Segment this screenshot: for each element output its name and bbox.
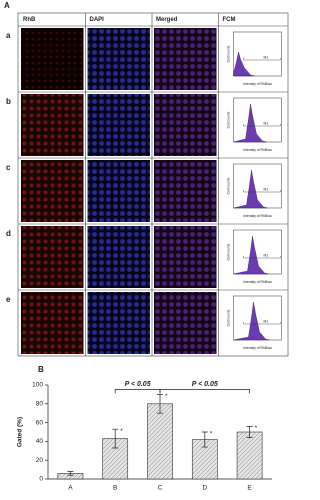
histogram <box>233 169 268 209</box>
gate-line <box>243 256 281 259</box>
y-tick-label: 40 <box>36 438 44 445</box>
micrograph <box>21 94 84 156</box>
x-tick-label: B <box>113 485 117 492</box>
row-label: a <box>6 31 11 40</box>
asterisk: * <box>210 431 213 438</box>
fcm-x-label: Intensity of RhB/au <box>243 148 272 152</box>
gate-line <box>243 322 281 325</box>
y-tick-label: 0 <box>39 476 43 483</box>
micrograph <box>21 292 84 354</box>
x-tick-label: C <box>158 485 163 492</box>
error-bar <box>246 426 253 438</box>
gate-label: M1 <box>264 187 269 191</box>
histogram <box>233 235 269 275</box>
gate-label: M1 <box>264 319 269 323</box>
error-bar <box>67 471 74 476</box>
micrograph <box>154 28 217 90</box>
fcm-y-label: Cell counts <box>226 45 230 62</box>
significance-bracket <box>114 389 161 394</box>
figure: A RhB DAPI Merged FCM a M1 Intensity of RhB/au… <box>4 1 289 492</box>
micrograph <box>21 226 84 288</box>
fcm-y-label: Cell counts <box>226 309 230 326</box>
gate-line <box>243 58 281 61</box>
histogram <box>233 301 270 341</box>
fcm-y-label: Cell counts <box>226 243 230 260</box>
micrograph <box>21 160 84 222</box>
y-tick-label: 100 <box>32 382 43 389</box>
y-tick-label: 80 <box>36 401 44 408</box>
row-label: b <box>6 97 11 106</box>
fcm-y-label: Cell counts <box>226 111 230 128</box>
micrograph <box>87 28 150 90</box>
gate-line <box>243 190 281 193</box>
gate-label: M1 <box>264 253 269 257</box>
micrograph <box>154 226 217 288</box>
bar <box>147 403 173 480</box>
fcm-x-label: Intensity of RhB/au <box>243 346 272 350</box>
gate-label: M1 <box>264 55 269 59</box>
significance-label: P < 0.05 <box>125 381 151 388</box>
bar <box>236 431 263 480</box>
micrograph <box>21 28 84 90</box>
x-tick-label: D <box>202 485 207 492</box>
y-tick-label: 20 <box>36 457 44 464</box>
panel-b: B Gated (%) 0 20 40 60 80 100 A B * C * D * E * P < 0.05 P… <box>17 365 272 492</box>
gate-line <box>243 124 281 127</box>
x-tick-label: E <box>247 485 252 492</box>
panel-a: RhB DAPI Merged FCM a M1 Intensity of RhB/au Ce… <box>6 12 289 357</box>
column-header: Merged <box>156 17 178 23</box>
column-header: DAPI <box>90 17 105 23</box>
asterisk: * <box>165 393 168 400</box>
micrograph <box>87 226 150 288</box>
fcm-x-label: Intensity of RhB/au <box>243 280 272 284</box>
fcm-x-label: Intensity of RhB/au <box>243 82 272 86</box>
column-header: RhB <box>23 17 36 23</box>
micrograph <box>154 160 217 222</box>
table-frame <box>17 12 289 357</box>
asterisk: * <box>120 428 123 435</box>
histogram <box>233 103 267 143</box>
significance-bracket <box>159 389 250 394</box>
fcm-y-label: Cell counts <box>226 177 230 194</box>
asterisk: * <box>255 425 258 432</box>
micrograph <box>87 94 150 156</box>
fcm-x-label: Intensity of RhB/au <box>243 214 272 218</box>
micrograph <box>87 292 150 354</box>
x-tick-label: A <box>68 485 73 492</box>
column-header: FCM <box>223 17 236 23</box>
micrograph <box>154 292 217 354</box>
y-tick-label: 60 <box>36 419 44 426</box>
micrograph <box>87 160 150 222</box>
row-label: d <box>6 229 11 238</box>
error-bar <box>112 428 119 449</box>
micrograph <box>154 94 217 156</box>
y-axis-label: Gated (%) <box>17 417 24 447</box>
panel-label: A <box>4 1 10 10</box>
significance-label: P < 0.05 <box>192 381 218 388</box>
histogram <box>233 51 255 77</box>
row-label: e <box>6 295 11 304</box>
error-bar <box>157 394 163 414</box>
row-label: c <box>6 163 11 172</box>
panel-label: B <box>38 365 44 374</box>
error-bar <box>201 431 208 448</box>
gate-label: M1 <box>264 121 269 125</box>
